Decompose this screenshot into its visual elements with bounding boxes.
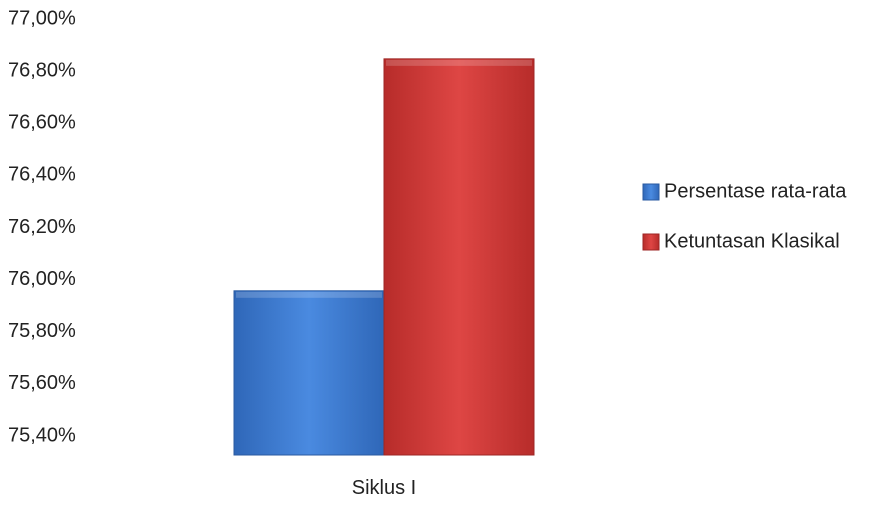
legend-swatch xyxy=(642,183,660,201)
y-tick-label: 77,00% xyxy=(8,7,76,29)
bar-bevel xyxy=(386,59,532,66)
y-tick-label: 75,80% xyxy=(8,320,76,342)
y-tick-label: 76,00% xyxy=(8,268,76,290)
bar-ketuntasan-klasikal xyxy=(383,58,535,456)
bar-bevel xyxy=(236,291,382,298)
bars xyxy=(233,58,535,456)
y-tick-label: 76,60% xyxy=(8,112,76,134)
y-tick-label: 75,40% xyxy=(8,424,76,446)
legend: Persentase rata-rata Ketuntasan Klasikal xyxy=(642,180,847,252)
legend-label: Persentase rata-rata xyxy=(664,180,847,202)
x-category-label: Siklus I xyxy=(352,477,416,499)
legend-swatch xyxy=(642,233,660,251)
y-axis-ticks: 75,40% 75,60% 75,80% 76,00% 76,20% 76,40% 76,6… xyxy=(8,7,76,446)
y-tick-label: 76,80% xyxy=(8,59,76,81)
y-tick-label: 75,60% xyxy=(8,372,76,394)
y-tick-label: 76,40% xyxy=(8,164,76,186)
legend-label: Ketuntasan Klasikal xyxy=(664,230,840,252)
x-axis-labels: Siklus I xyxy=(352,477,416,499)
bar-persentase-rata-rata xyxy=(233,290,385,456)
y-tick-label: 76,20% xyxy=(8,216,76,238)
